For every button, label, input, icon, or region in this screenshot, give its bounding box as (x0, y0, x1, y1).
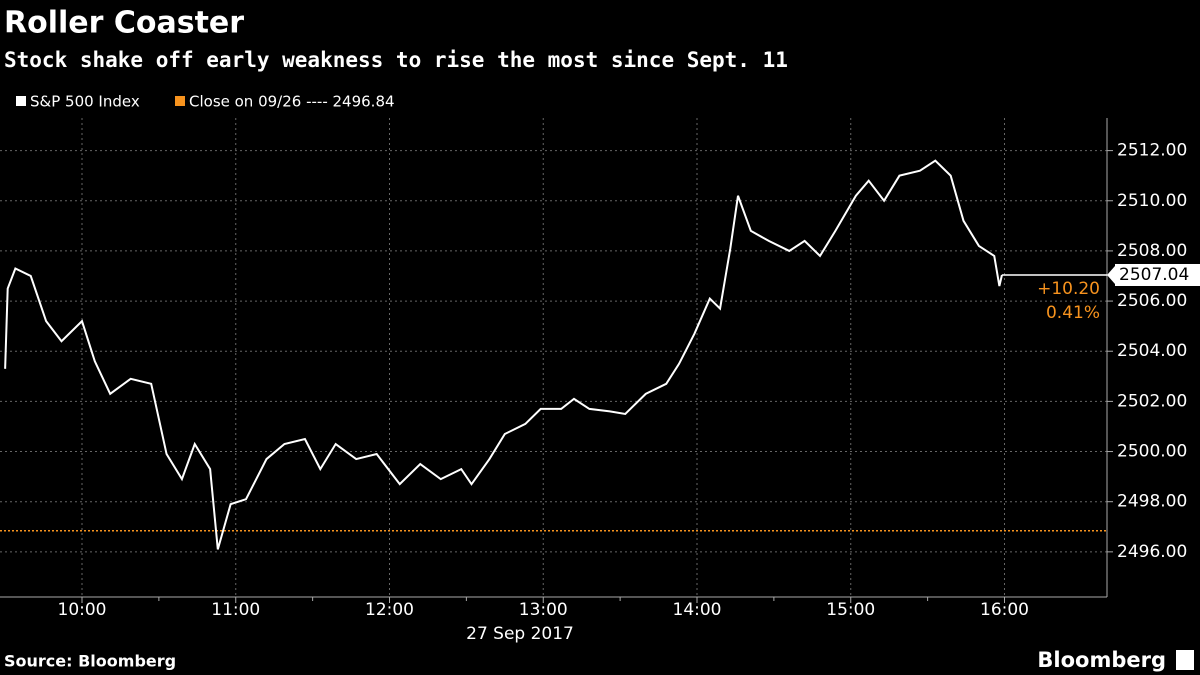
change-annotation: 0.41% (1046, 303, 1100, 323)
x-tick-label: 11:00 (211, 600, 260, 620)
legend-swatch (16, 96, 26, 106)
legend-swatch (175, 96, 185, 106)
change-annotation: +10.20 (1037, 279, 1100, 299)
brand-icon (1176, 650, 1194, 670)
chart-subtitle: Stock shake off early weakness to rise t… (4, 48, 788, 72)
y-tick-label: 2512.00 (1117, 141, 1187, 161)
last-value-pointer (1107, 265, 1115, 284)
x-tick-label: 15:00 (826, 600, 875, 620)
x-axis-label: 27 Sep 2017 (466, 624, 574, 644)
y-tick-label: 2504.00 (1117, 341, 1187, 361)
x-tick-label: 13:00 (519, 600, 568, 620)
legend-label: Close on 09/26 ---- 2496.84 (189, 93, 395, 111)
x-tick-label: 16:00 (980, 600, 1029, 620)
y-tick-label: 2496.00 (1117, 542, 1187, 562)
chart-title: Roller Coaster (4, 6, 244, 41)
legend-label: S&P 500 Index (30, 93, 140, 111)
y-tick-label: 2510.00 (1117, 191, 1187, 211)
last-value-box (1115, 263, 1200, 286)
y-tick-label: 2506.00 (1117, 291, 1187, 311)
y-tick-label: 2500.00 (1117, 442, 1187, 462)
source: Source: Bloomberg (4, 652, 176, 671)
x-tick-label: 12:00 (365, 600, 414, 620)
y-tick-label: 2502.00 (1117, 391, 1187, 411)
price-line (4, 159, 1003, 550)
last-value-label: 2507.04 (1119, 265, 1189, 285)
x-tick-label: 10:00 (58, 600, 107, 620)
y-tick-label: 2498.00 (1117, 492, 1187, 512)
x-tick-label: 14:00 (673, 600, 722, 620)
brand-logo: Bloomberg (1037, 648, 1166, 672)
y-tick-label: 2508.00 (1117, 241, 1187, 261)
